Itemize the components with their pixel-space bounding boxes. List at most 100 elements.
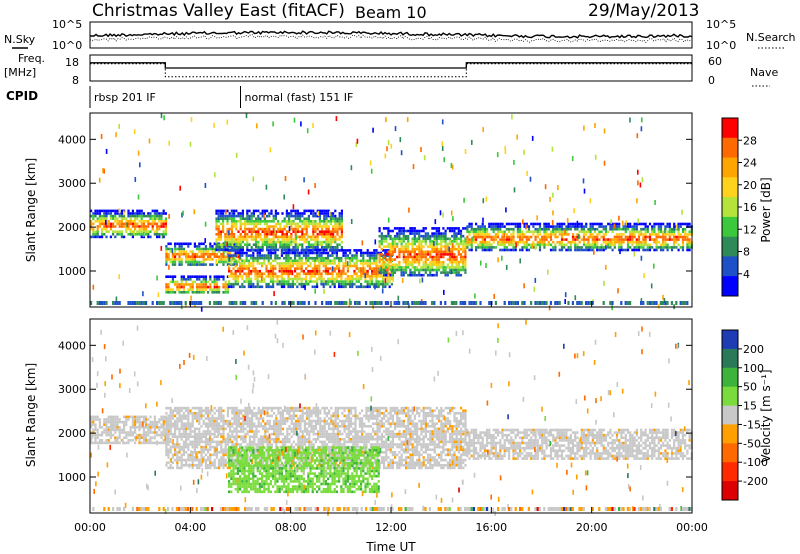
power-cell bbox=[362, 259, 365, 263]
power-cell bbox=[648, 233, 652, 236]
power-cell bbox=[222, 212, 225, 215]
power-cell bbox=[457, 273, 460, 277]
power-cell bbox=[654, 200, 656, 205]
power-cell bbox=[402, 260, 405, 264]
power-cell bbox=[277, 235, 280, 239]
power-cell bbox=[241, 230, 244, 233]
power-cell bbox=[569, 222, 572, 226]
velocity-cell bbox=[185, 435, 188, 438]
velocity-cell bbox=[213, 422, 216, 425]
power-cell bbox=[176, 258, 179, 261]
power-cell bbox=[250, 214, 253, 218]
power-cell bbox=[136, 233, 139, 236]
power-cell bbox=[523, 222, 526, 226]
power-cell bbox=[283, 227, 286, 231]
power-cell bbox=[269, 264, 272, 268]
power-cell bbox=[450, 301, 453, 305]
power-cell bbox=[422, 245, 425, 248]
power-cell bbox=[151, 225, 154, 228]
power-cell bbox=[648, 246, 652, 249]
power-cell bbox=[314, 240, 317, 244]
velocity-cell bbox=[244, 414, 247, 418]
power-cell bbox=[442, 250, 445, 254]
power-cell bbox=[312, 222, 315, 226]
velocity-cell bbox=[246, 409, 249, 412]
power-cell bbox=[296, 246, 299, 249]
power-cell bbox=[270, 301, 273, 305]
power-cell bbox=[475, 246, 478, 249]
velocity-cell bbox=[207, 438, 210, 441]
power-cell bbox=[90, 222, 93, 226]
power-cell bbox=[196, 255, 199, 259]
power-cell bbox=[222, 243, 225, 246]
velocity-cell bbox=[248, 419, 251, 423]
power-cell bbox=[371, 282, 374, 286]
power-cell bbox=[134, 222, 137, 226]
power-cell bbox=[178, 247, 181, 251]
power-cell bbox=[596, 246, 599, 249]
velocity-cell bbox=[224, 458, 227, 462]
power-cell bbox=[287, 264, 290, 268]
velocity-cell bbox=[125, 431, 128, 434]
power-cell bbox=[256, 272, 259, 276]
power-cell bbox=[624, 238, 627, 241]
velocity-cell bbox=[246, 422, 249, 425]
velocity-cell bbox=[136, 433, 139, 437]
power-cell bbox=[494, 246, 497, 249]
power-cell bbox=[291, 277, 294, 281]
velocity-cell bbox=[209, 466, 212, 470]
power-cell bbox=[571, 233, 575, 236]
velocity-cell bbox=[176, 456, 179, 459]
power-cell bbox=[525, 246, 528, 249]
power-cell bbox=[338, 285, 341, 289]
power-cell bbox=[329, 262, 332, 265]
power-cell bbox=[389, 273, 392, 277]
power-cell bbox=[329, 222, 332, 226]
power-cell bbox=[479, 301, 482, 305]
power-cell bbox=[169, 242, 172, 246]
power-cell bbox=[609, 243, 612, 247]
power-cell bbox=[217, 243, 220, 246]
power-cell bbox=[252, 259, 255, 263]
power-cell bbox=[307, 251, 310, 255]
power-cell bbox=[200, 250, 203, 253]
power-cell bbox=[301, 235, 304, 239]
power-cell bbox=[596, 240, 599, 244]
power-cell bbox=[622, 225, 625, 230]
power-cell bbox=[325, 217, 328, 220]
power-cell bbox=[585, 248, 588, 252]
power-cell bbox=[382, 280, 385, 283]
velocity-cell bbox=[140, 426, 143, 429]
power-cell bbox=[420, 245, 423, 248]
power-cell bbox=[369, 160, 372, 166]
power-cell bbox=[136, 212, 139, 215]
velocity-cell bbox=[222, 440, 225, 444]
power-cell bbox=[358, 301, 361, 305]
power-cell bbox=[688, 243, 691, 247]
power-cell bbox=[585, 225, 588, 228]
power-cell bbox=[402, 271, 405, 274]
power-cell bbox=[244, 243, 247, 246]
power-cell bbox=[134, 227, 137, 231]
power-cell bbox=[523, 246, 526, 249]
power-cell bbox=[182, 247, 185, 251]
power-cell bbox=[321, 212, 324, 215]
power-cell bbox=[373, 259, 376, 263]
power-cell bbox=[426, 268, 430, 272]
velocity-cell bbox=[207, 451, 210, 454]
power-cell bbox=[243, 272, 246, 276]
power-cell bbox=[173, 301, 176, 305]
velocity-cell bbox=[149, 441, 152, 445]
power-cell bbox=[387, 217, 390, 223]
power-range-tick-label: 2000 bbox=[58, 221, 86, 234]
power-cell bbox=[433, 247, 436, 251]
velocity-cell bbox=[198, 430, 201, 433]
power-cell bbox=[332, 217, 335, 220]
power-colorbar-tick-label: 28 bbox=[743, 134, 757, 147]
power-cell bbox=[377, 280, 380, 283]
power-cell bbox=[448, 268, 452, 272]
power-cell bbox=[250, 235, 253, 239]
power-cell bbox=[196, 263, 199, 266]
power-cell bbox=[541, 227, 544, 231]
power-cell bbox=[641, 177, 644, 183]
